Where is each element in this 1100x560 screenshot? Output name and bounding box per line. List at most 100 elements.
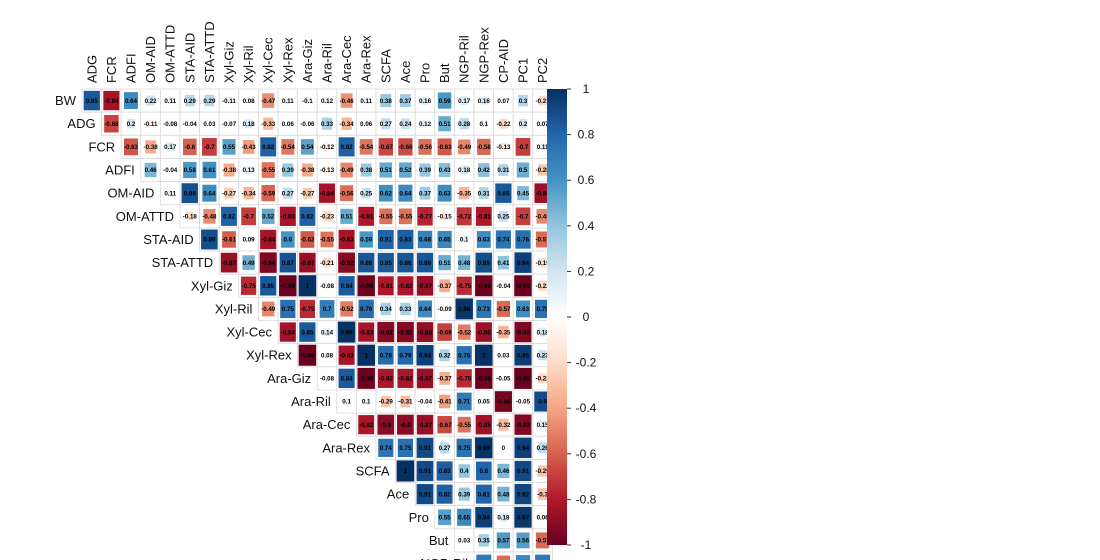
cell-square (495, 230, 511, 249)
matrix-cell: 0.86 (395, 250, 416, 275)
row-label: ADG (67, 116, 95, 131)
cell-value: 0.78 (380, 352, 393, 359)
column-label: Ara-Ril (320, 43, 335, 83)
matrix-cell: 0.56 (512, 528, 534, 553)
cell-value: 0.46 (497, 468, 510, 475)
cell-value: 0.64 (125, 98, 138, 105)
cell-square (441, 212, 449, 221)
matrix-cell: -0.56 (336, 181, 357, 206)
matrix-cell: 0.72 (473, 551, 495, 560)
cell-value: 0.17 (164, 144, 177, 151)
matrix-cell: 0.11 (159, 181, 181, 206)
cell-square (378, 438, 394, 457)
matrix-cell: 0.89 (473, 250, 495, 275)
cell-value: -0.56 (340, 190, 355, 197)
cell-square (498, 325, 509, 339)
cell-square (458, 186, 470, 200)
cell-square (498, 418, 509, 431)
cell-square (476, 299, 492, 318)
cell-square (416, 368, 434, 389)
matrix-cell: 0.3 (512, 88, 534, 113)
cell-square (399, 162, 412, 178)
cell-value: 0.94 (517, 260, 530, 267)
cell-square (417, 230, 433, 249)
matrix-cell: 0.1 (453, 227, 475, 252)
cell-square (202, 138, 217, 156)
cell-square (298, 344, 317, 366)
matrix-cell: 0.99 (336, 320, 357, 345)
cell-value: 0.46 (145, 167, 158, 174)
cell-square (240, 276, 257, 295)
colorbar-tick-label: 1 (583, 82, 590, 96)
row-label: But (429, 533, 449, 548)
matrix-cell: 0.91 (512, 458, 534, 483)
column-label: Ace (398, 61, 413, 83)
cell-square (300, 139, 314, 155)
cell-value: 0.85 (380, 260, 393, 267)
cell-value: 0.11 (282, 98, 294, 105)
matrix-cell: 0.87 (277, 250, 299, 275)
cell-value: 0.03 (497, 352, 510, 359)
cell-value: -0.81 (359, 214, 374, 221)
cell-value: 0.37 (419, 190, 432, 197)
cell-value: 0.31 (478, 190, 491, 197)
cell-square (337, 321, 356, 343)
cell-value: 0.52 (399, 167, 412, 174)
cell-value: 0.82 (223, 214, 236, 221)
matrix-cell: -0.1 (297, 88, 318, 113)
cell-value: 0.83 (439, 468, 452, 475)
cell-square (221, 206, 237, 226)
cell-square (416, 344, 434, 366)
colorbar-gradient (547, 89, 567, 545)
matrix-cell: 0.81 (473, 482, 495, 507)
matrix-cell: -0.81 (473, 204, 495, 229)
matrix-cell: -0.06 (297, 111, 318, 136)
cell-square (377, 252, 394, 273)
cell-value: -0.33 (261, 121, 276, 128)
cell-square (496, 555, 511, 560)
cell-value: 0.63 (478, 237, 491, 244)
cell-value: 0.33 (321, 121, 334, 128)
cell-value: 0.1 (460, 237, 469, 244)
cell-value: 0.03 (458, 538, 471, 545)
matrix-cell: -0.98 (473, 366, 495, 391)
cell-square (300, 231, 315, 248)
cell-square (279, 252, 297, 273)
cell-square (475, 275, 493, 297)
row-label: ADFI (105, 163, 135, 178)
matrix-cell: 0.65 (434, 227, 455, 252)
matrix-cell: -0.9 (395, 412, 416, 437)
cell-square (475, 322, 492, 342)
cell-square (260, 276, 277, 296)
matrix-cell: 0.34 (375, 296, 397, 321)
cell-square (398, 208, 412, 225)
cell-square (245, 166, 252, 174)
cell-value: -0.34 (242, 190, 257, 197)
cell-square (282, 163, 294, 177)
matrix-cell: -0.92 (395, 320, 416, 345)
cell-square (222, 231, 236, 248)
matrix-cell: 0.49 (238, 250, 259, 275)
cell-square (103, 90, 120, 111)
cell-square (539, 420, 547, 429)
matrix-cell: -0.61 (218, 227, 240, 252)
cell-value: -0.13 (496, 144, 511, 151)
matrix-cell: -0.04 (493, 273, 514, 298)
cell-value: -0.83 (281, 214, 296, 221)
cell-square (516, 162, 530, 178)
cell-square (514, 437, 532, 459)
cell-square (437, 92, 452, 109)
matrix-cell: 0.24 (395, 111, 416, 136)
cell-value: 0.92 (517, 491, 530, 498)
cell-value: -0.22 (536, 283, 551, 290)
cell-square (284, 97, 291, 105)
matrix-cell: -0.38 (218, 158, 240, 182)
cell-value: 0.82 (262, 144, 275, 151)
matrix-cell: 0.98 (453, 296, 475, 321)
cell-square (281, 139, 295, 155)
cell-square (535, 554, 551, 560)
row-label: Ara-Rex (322, 440, 370, 455)
matrix-cell: -0.29 (375, 389, 397, 414)
matrix-cell: 1 (473, 343, 495, 368)
cell-value: 0.11 (164, 190, 176, 197)
